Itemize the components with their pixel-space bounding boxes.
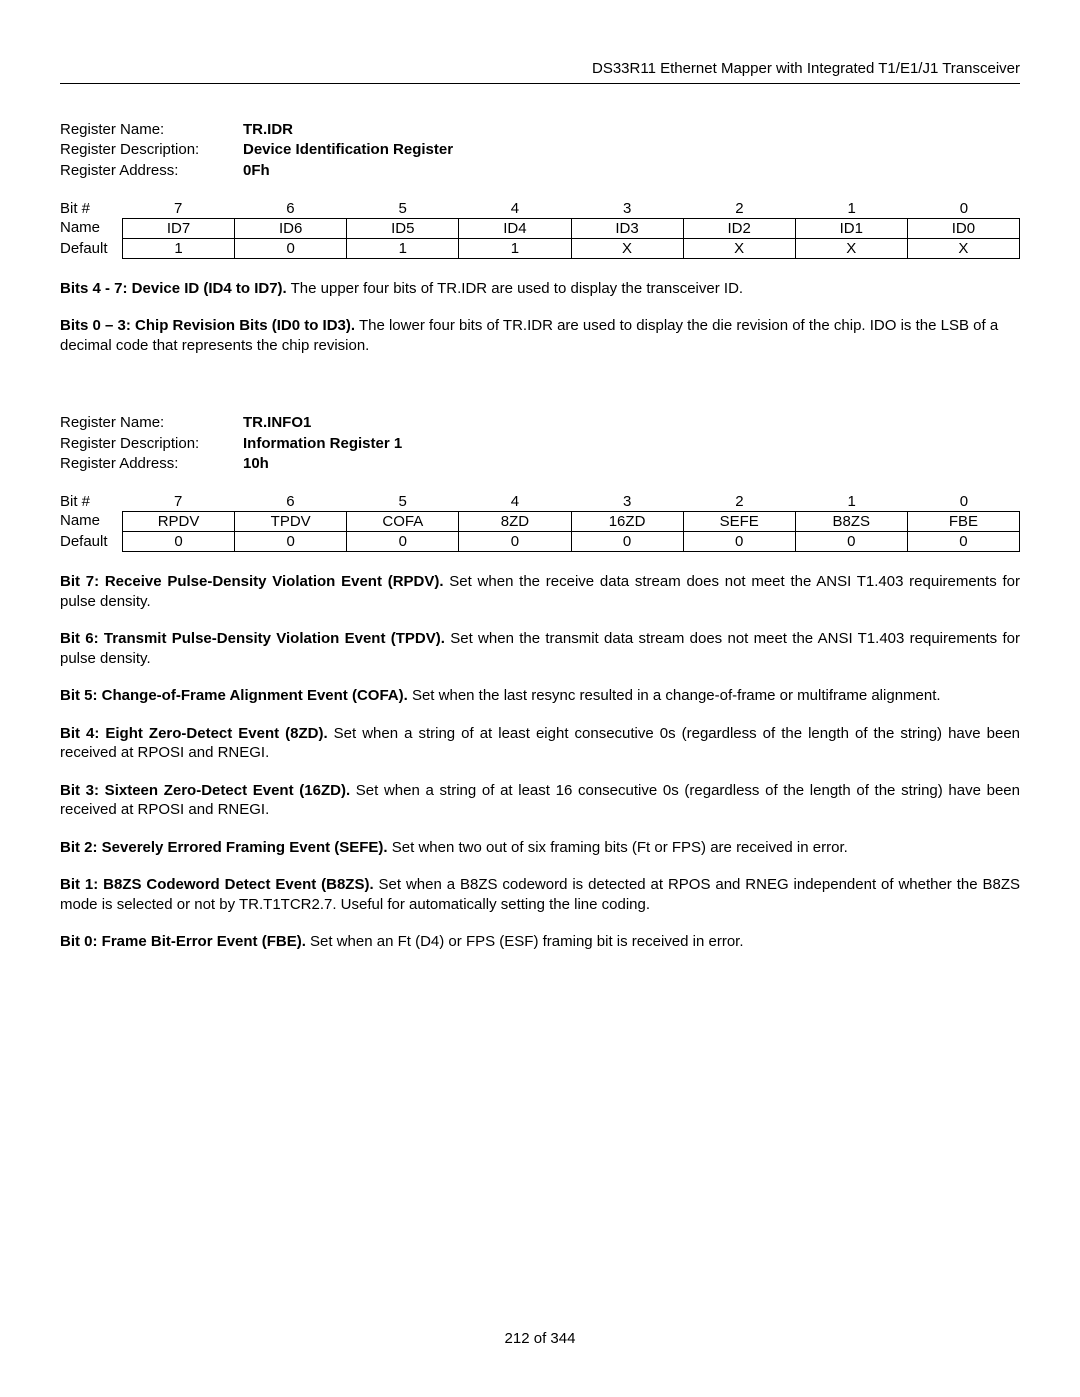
register2-meta: Register Name: TR.INFO1 Register Descrip… (60, 413, 1020, 474)
default-cell: X (907, 239, 1020, 259)
register2-bit-table: Bit #76543210NameRPDVTPDVCOFA8ZD16ZDSEFE… (60, 492, 1020, 552)
bit-row-label: Bit # (60, 492, 122, 511)
bit-num-cell: 6 (234, 199, 346, 218)
bit-description-text: Set when the last resync resulted in a c… (408, 687, 941, 704)
page-header: DS33R11 Ethernet Mapper with Integrated … (60, 60, 1020, 84)
bit-num-cell: 3 (571, 199, 683, 218)
bit-num-cell: 6 (234, 492, 346, 511)
reg2-name-label: Register Name: (60, 413, 243, 433)
bit-description-text: Set when two out of six framing bits (Ft… (388, 839, 848, 856)
name-cell: ID2 (683, 218, 795, 239)
bit-description-title: Bits 4 - 7: Device ID (ID4 to ID7). (60, 280, 287, 297)
name-cell: ID1 (795, 218, 907, 239)
name-cell: RPDV (122, 511, 234, 532)
name-cell: ID6 (234, 218, 346, 239)
default-cell: X (683, 239, 795, 259)
name-cell: 8ZD (458, 511, 570, 532)
name-cell: ID0 (907, 218, 1020, 239)
reg2-desc-label: Register Description: (60, 434, 243, 454)
name-row-label: Name (60, 511, 122, 532)
bit-description-title: Bit 4: Eight Zero-Detect Event (8ZD). (60, 725, 328, 742)
page-footer: 212 of 344 (0, 1330, 1080, 1347)
reg1-desc: Device Identification Register (243, 140, 453, 160)
bit-description-title: Bit 6: Transmit Pulse-Density Violation … (60, 630, 445, 647)
bit-description-title: Bit 2: Severely Errored Framing Event (S… (60, 839, 388, 856)
register1-bit-table: Bit #76543210NameID7ID6ID5ID4ID3ID2ID1ID… (60, 199, 1020, 259)
reg2-addr: 10h (243, 454, 269, 474)
bit-num-cell: 5 (347, 199, 459, 218)
bit-description: Bits 0 – 3: Chip Revision Bits (ID0 to I… (60, 316, 1020, 355)
default-cell: 0 (346, 532, 458, 552)
bit-num-cell: 4 (459, 492, 571, 511)
default-cell: 1 (458, 239, 570, 259)
bit-description: Bit 1: B8ZS Codeword Detect Event (B8ZS)… (60, 875, 1020, 914)
bit-description-title: Bits 0 – 3: Chip Revision Bits (ID0 to I… (60, 317, 355, 334)
reg1-name: TR.IDR (243, 120, 293, 140)
register1-descriptions: Bits 4 - 7: Device ID (ID4 to ID7). The … (60, 279, 1020, 356)
bit-num-cell: 7 (122, 492, 234, 511)
bit-description-title: Bit 1: B8ZS Codeword Detect Event (B8ZS)… (60, 876, 374, 893)
default-cell: X (795, 239, 907, 259)
bit-description: Bit 4: Eight Zero-Detect Event (8ZD). Se… (60, 724, 1020, 763)
bit-num-cell: 7 (122, 199, 234, 218)
reg1-desc-label: Register Description: (60, 140, 243, 160)
name-cell: 16ZD (571, 511, 683, 532)
bit-row-label: Bit # (60, 199, 122, 218)
default-cell: 0 (907, 532, 1020, 552)
default-cell: 0 (683, 532, 795, 552)
name-cell: COFA (346, 511, 458, 532)
name-cell: ID4 (458, 218, 570, 239)
bit-num-cell: 2 (683, 199, 795, 218)
register2-descriptions: Bit 7: Receive Pulse-Density Violation E… (60, 572, 1020, 952)
bit-description: Bit 5: Change-of-Frame Alignment Event (… (60, 686, 1020, 706)
default-row-label: Default (60, 532, 122, 552)
bit-description: Bits 4 - 7: Device ID (ID4 to ID7). The … (60, 279, 1020, 299)
bit-num-cell: 2 (683, 492, 795, 511)
default-cell: 0 (234, 239, 346, 259)
reg1-addr: 0Fh (243, 161, 270, 181)
bit-num-cell: 0 (908, 492, 1020, 511)
bit-description: Bit 3: Sixteen Zero-Detect Event (16ZD).… (60, 781, 1020, 820)
name-cell: ID7 (122, 218, 234, 239)
name-cell: B8ZS (795, 511, 907, 532)
default-cell: 0 (458, 532, 570, 552)
name-cell: FBE (907, 511, 1020, 532)
bit-description: Bit 0: Frame Bit-Error Event (FBE). Set … (60, 932, 1020, 952)
bit-description-title: Bit 7: Receive Pulse-Density Violation E… (60, 573, 444, 590)
bit-description: Bit 7: Receive Pulse-Density Violation E… (60, 572, 1020, 611)
reg1-addr-label: Register Address: (60, 161, 243, 181)
bit-num-cell: 0 (908, 199, 1020, 218)
name-cell: TPDV (234, 511, 346, 532)
default-cell: 0 (122, 532, 234, 552)
default-cell: 0 (571, 532, 683, 552)
bit-num-cell: 4 (459, 199, 571, 218)
default-row-label: Default (60, 239, 122, 259)
reg1-name-label: Register Name: (60, 120, 243, 140)
bit-description-text: The upper four bits of TR.IDR are used t… (287, 280, 743, 297)
reg2-addr-label: Register Address: (60, 454, 243, 474)
bit-num-cell: 1 (796, 492, 908, 511)
bit-description-title: Bit 0: Frame Bit-Error Event (FBE). (60, 933, 306, 950)
bit-description: Bit 6: Transmit Pulse-Density Violation … (60, 629, 1020, 668)
page: DS33R11 Ethernet Mapper with Integrated … (0, 0, 1080, 1397)
name-cell: ID3 (571, 218, 683, 239)
default-cell: X (571, 239, 683, 259)
name-row-label: Name (60, 218, 122, 239)
default-cell: 1 (346, 239, 458, 259)
default-cell: 1 (122, 239, 234, 259)
bit-num-cell: 1 (796, 199, 908, 218)
bit-description-text: Set when an Ft (D4) or FPS (ESF) framing… (306, 933, 744, 950)
default-cell: 0 (795, 532, 907, 552)
bit-description: Bit 2: Severely Errored Framing Event (S… (60, 838, 1020, 858)
bit-num-cell: 3 (571, 492, 683, 511)
reg2-desc: Information Register 1 (243, 434, 402, 454)
register1-meta: Register Name: TR.IDR Register Descripti… (60, 120, 1020, 181)
bit-description-title: Bit 3: Sixteen Zero-Detect Event (16ZD). (60, 782, 350, 799)
name-cell: ID5 (346, 218, 458, 239)
bit-num-cell: 5 (347, 492, 459, 511)
bit-description-title: Bit 5: Change-of-Frame Alignment Event (… (60, 687, 408, 704)
reg2-name: TR.INFO1 (243, 413, 311, 433)
default-cell: 0 (234, 532, 346, 552)
name-cell: SEFE (683, 511, 795, 532)
